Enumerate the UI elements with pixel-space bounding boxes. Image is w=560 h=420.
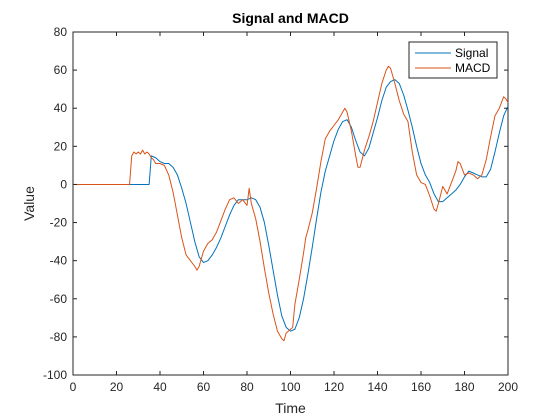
y-tick-label: -40 — [50, 254, 68, 268]
series-line-signal — [73, 79, 509, 332]
x-tick-label: 200 — [498, 380, 518, 394]
y-tick-label: -100 — [43, 368, 67, 382]
chart-title: Signal and MACD — [232, 10, 349, 26]
y-tick-label: 60 — [54, 63, 68, 77]
y-axis-label: Value — [21, 186, 37, 221]
legend-label-macd: MACD — [455, 61, 491, 75]
y-tick-label: 40 — [54, 101, 68, 115]
legend-box — [408, 41, 498, 79]
y-tick-label: 20 — [54, 139, 68, 153]
x-tick-label: 180 — [454, 380, 474, 394]
tick-layer: 0 20 40 60 80 100 120 140 160 180 200-100-80-60-40… — [43, 25, 518, 394]
x-tick-label: 100 — [280, 380, 300, 394]
x-tick-label: 0 — [70, 380, 77, 394]
plot-area — [72, 31, 509, 376]
series-line-macd — [73, 65, 509, 342]
y-tick-label: -60 — [50, 292, 68, 306]
x-tick-label: 160 — [411, 380, 431, 394]
x-tick-label: 120 — [324, 380, 344, 394]
x-tick-label: 80 — [240, 380, 254, 394]
y-tick-label: 0 — [60, 177, 67, 191]
x-tick-label: 20 — [110, 380, 124, 394]
y-tick-label: -20 — [50, 216, 68, 230]
y-tick-label: -80 — [50, 330, 68, 344]
x-tick-label: 140 — [367, 380, 387, 394]
x-axis-label: Time — [275, 400, 306, 416]
legend-label-signal: Signal — [455, 46, 488, 60]
x-tick-label: 60 — [197, 380, 211, 394]
y-tick-label: 80 — [54, 25, 68, 39]
series-layer — [73, 65, 509, 342]
legend: Signal MACD — [408, 41, 498, 79]
x-tick-label: 40 — [153, 380, 167, 394]
